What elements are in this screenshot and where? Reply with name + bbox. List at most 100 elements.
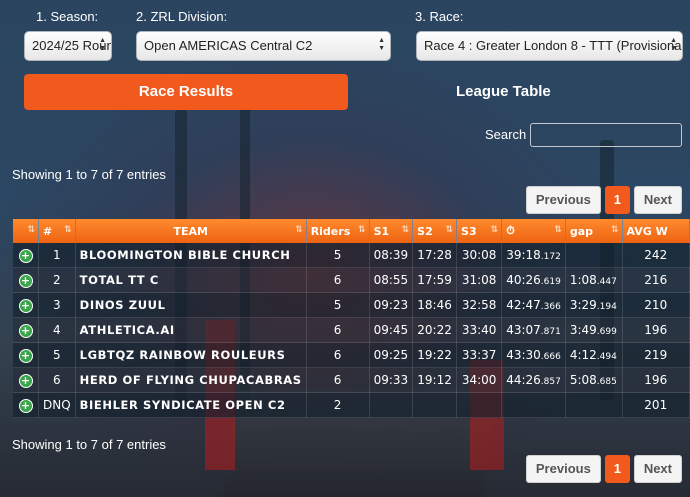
riders-cell: 6 (306, 342, 370, 368)
expand-row-icon[interactable]: + (18, 348, 33, 363)
division-select-value: Open AMERICAS Central C2 (144, 38, 313, 53)
sort-icon: ⇅ (27, 225, 35, 235)
tab-league-table[interactable]: League Table (456, 83, 551, 100)
time-cell: 42:47.366 (501, 292, 566, 318)
table-row: +1 BLOOMINGTON BIBLE CHURCH 5 08:39 17:28 30:… (13, 243, 690, 268)
sort-icon: ⇅ (490, 225, 499, 235)
time-value: 43:30 (506, 348, 541, 362)
expand-row-icon[interactable]: + (18, 273, 33, 288)
column-header-expand[interactable]: ⇅ (13, 219, 39, 243)
column-header-s2[interactable]: S2 ⇅ (412, 219, 458, 243)
expand-cell[interactable]: + (13, 317, 39, 343)
team-name-cell: DINOS ZUUL (75, 292, 307, 318)
gap-value: 3:29 (569, 298, 597, 312)
select-arrows-icon: ▲ ▼ (99, 37, 106, 52)
column-header-s1[interactable]: S1 ⇅ (369, 219, 414, 243)
column-header-gap[interactable]: gap ⇅ (565, 219, 623, 243)
expand-row-icon[interactable]: + (18, 298, 33, 313)
season-select-value: 2024/25 Round (32, 38, 111, 53)
column-header-position[interactable]: # ⇅ (38, 219, 76, 243)
expand-cell[interactable]: + (13, 243, 39, 268)
time-ms: .366 (540, 302, 561, 312)
time-ms: .857 (540, 377, 561, 387)
expand-row-icon[interactable]: + (18, 373, 33, 388)
sort-icon: ⇅ (358, 225, 366, 235)
s3-cell: 33:37 (456, 342, 503, 368)
avg-watts-cell: 196 (622, 317, 690, 343)
column-header-team[interactable]: TEAM ⇅ (75, 219, 307, 243)
s2-cell: 18:46 (412, 292, 458, 318)
expand-cell[interactable]: + (13, 292, 39, 318)
page-1-button[interactable]: 1 (604, 186, 630, 214)
gap-ms: .685 (596, 377, 617, 387)
s3-cell: 31:08 (456, 267, 503, 293)
position-cell: 4 (38, 317, 76, 343)
time-cell: 43:07.871 (501, 317, 566, 343)
gap-cell: 4:12.494 (565, 342, 623, 368)
time-cell: 40:26.619 (501, 267, 566, 293)
previous-page-button[interactable]: Previous (525, 186, 601, 214)
table-row: +2 TOTAL TT C 6 08:55 17:59 31:08 40:26.619 1:0… (13, 267, 690, 293)
race-select[interactable]: Race 4 : Greater London 8 - TTT (Provisi… (416, 31, 683, 61)
search-input[interactable] (530, 123, 682, 147)
s2-cell: 17:59 (412, 267, 458, 293)
previous-page-button[interactable]: Previous (525, 455, 601, 483)
position-cell: 5 (38, 342, 76, 368)
tab-race-results[interactable]: Race Results (24, 74, 348, 110)
season-select[interactable]: 2024/25 Round ▲▼ (24, 31, 112, 61)
avg-watts-cell: 216 (622, 267, 690, 293)
s1-cell: 08:39 (369, 243, 414, 268)
gap-value: 5:08 (569, 373, 597, 387)
s2-cell: 20:22 (412, 317, 458, 343)
season-label: 1. Season: (36, 9, 99, 24)
expand-cell[interactable]: + (13, 367, 39, 393)
sort-icon: ⇅ (295, 225, 303, 235)
search-label: Search (485, 127, 527, 142)
s1-cell: 09:33 (369, 367, 414, 393)
s3-cell: 30:08 (456, 243, 503, 268)
gap-cell: 5:08.685 (565, 367, 623, 393)
division-select[interactable]: Open AMERICAS Central C2 ▲ ▼ (136, 31, 391, 61)
time-cell (501, 392, 566, 418)
next-page-button[interactable]: Next (633, 186, 682, 214)
team-name-cell: HERD OF FLYING CHUPACABRAS (75, 367, 307, 393)
gap-value: 4:12 (569, 348, 597, 362)
gap-cell: 3:49.699 (565, 317, 623, 343)
gap-ms: .494 (596, 352, 617, 362)
expand-cell[interactable]: + (13, 267, 39, 293)
gap-value: 1:08 (569, 273, 597, 287)
expand-row-icon[interactable]: + (18, 248, 33, 263)
time-ms: .666 (540, 352, 561, 362)
expand-cell[interactable]: + (13, 342, 39, 368)
s2-cell: 19:12 (412, 367, 458, 393)
page-1-button[interactable]: 1 (604, 455, 630, 483)
s1-cell: 09:45 (369, 317, 414, 343)
riders-cell: 5 (306, 292, 370, 318)
s3-cell (456, 392, 503, 418)
next-page-button[interactable]: Next (633, 455, 682, 483)
avg-watts-cell: 196 (622, 367, 690, 393)
column-header-time[interactable]: ⏱ ⇅ (501, 219, 566, 243)
expand-row-icon[interactable]: + (18, 398, 33, 413)
time-ms: .172 (540, 252, 561, 262)
team-name-cell: TOTAL TT C (75, 267, 307, 293)
s2-cell: 17:28 (412, 243, 458, 268)
avg-watts-cell: 210 (622, 292, 690, 318)
pagination-bottom: Previous 1 Next (525, 455, 682, 483)
time-ms: .871 (540, 327, 561, 337)
s1-cell: 08:55 (369, 267, 414, 293)
position-cell: 1 (38, 243, 76, 268)
team-name-cell: LGBTQZ RAINBOW ROULEURS (75, 342, 307, 368)
column-header-riders[interactable]: Riders ⇅ (306, 219, 370, 243)
expand-row-icon[interactable]: + (18, 323, 33, 338)
time-value: 44:26 (506, 373, 541, 387)
column-header-avgw[interactable]: AVG W (622, 219, 690, 243)
column-header-s3[interactable]: S3 ⇅ (456, 219, 503, 243)
gap-ms: .447 (596, 277, 617, 287)
race-label: 3. Race: (415, 9, 464, 24)
expand-cell[interactable]: + (13, 392, 39, 418)
results-table: ⇅ # ⇅ TEAM ⇅ Riders ⇅ S1 ⇅ S2 ⇅ S3 ⇅ ⏱ ⇅ gap ⇅ A… (13, 219, 690, 418)
stopwatch-icon: ⏱ (506, 224, 515, 237)
s1-cell: 09:23 (369, 292, 414, 318)
time-value: 42:47 (506, 298, 541, 312)
